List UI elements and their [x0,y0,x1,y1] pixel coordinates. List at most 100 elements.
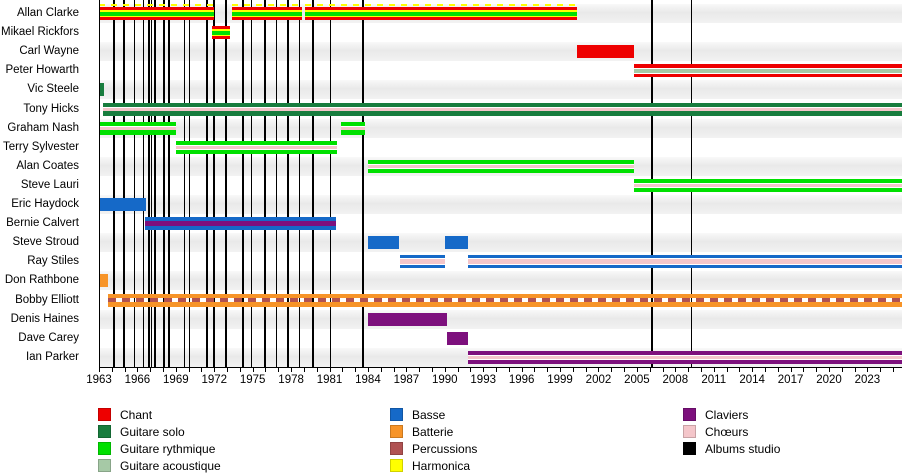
album-line [242,0,245,367]
bar-stripe-claviers [468,350,902,356]
bar-stripe-white [176,145,338,146]
bar-stripe-percussions_dash [107,298,902,303]
bar-stripe-white [99,129,177,131]
legend-item-rythmique: Guitare rythmique [98,442,298,456]
bar-stripe-white [468,264,902,266]
bar-stripe-white [399,264,445,266]
legend-swatch-acoustique [98,459,111,472]
bar-stripe-harmonica [232,10,302,12]
bar-stripe-white [176,148,338,150]
x-axis-tick [393,367,395,372]
x-axis-tick [367,367,369,372]
timeline-bar [176,140,338,154]
bar-stripe-rythmique [176,149,338,154]
timeline-bar [445,236,469,250]
x-axis-tick [175,367,177,372]
bar-stripe-white [102,106,902,108]
x-axis-tick-label: 1999 [547,373,573,386]
x-axis-tick [688,367,690,372]
bar-stripe-white [399,258,445,260]
legend-swatch-percussions [390,442,403,455]
bar-stripe-rythmique [176,140,338,145]
bar-stripe-white [634,186,902,188]
x-axis-tick-label: 1993 [470,373,496,386]
bar-stripe-acoustique [633,68,902,73]
x-axis-tick-label: 1996 [508,373,535,386]
timeline-bar [99,7,215,21]
legend-swatch-basse [390,408,403,421]
bar-stripe-basse [99,198,146,212]
bar-stripe-choeurs [341,126,365,130]
x-axis-tick [829,367,830,372]
album-line [188,0,191,367]
timeline-bar [107,293,902,307]
timeline-bar [341,121,365,135]
x-axis-tick [99,367,100,372]
bar-stripe-white [634,183,902,184]
timeline-bar [145,217,336,231]
bar-stripe-white [633,67,902,69]
album-line [150,0,153,367]
x-axis-tick [316,367,318,372]
bar-stripe-rythmique [232,11,302,16]
x-axis-tick-label: 2002 [585,373,612,386]
bar-stripe-claviers [447,331,469,345]
bar-stripe-white [99,125,177,127]
legend-swatch-harmonica [390,459,403,472]
bar-stripe-basse [468,265,902,269]
member-row-label: Denis Haines [10,312,79,325]
bar-stripe-chant [305,17,577,21]
bar-stripe-chant [232,17,302,21]
bar-stripe-chant [212,26,231,30]
harmonica-dash-stripe [305,4,577,7]
x-axis-tick [124,367,126,372]
legend-item-chant: Chant [98,408,298,422]
x-axis-tick [777,367,779,372]
legend-label: Chant [120,408,153,422]
x-axis-tick [790,367,792,372]
x-axis-tick [278,367,280,372]
harmonica-dash-stripe [232,4,302,7]
member-row-label: Vic Steele [27,83,79,96]
x-axis-tick [227,367,229,372]
x-axis-tick [560,367,562,372]
legend-item-choeurs: Chœurs [683,425,883,439]
plot-left-border [99,0,101,367]
x-axis-tick-label: 2005 [624,373,650,386]
x-axis-tick-label: 2011 [701,373,727,386]
bar-stripe-claviers [145,221,336,227]
bar-stripe-batterie [99,274,108,288]
x-axis-tick [816,367,818,372]
x-axis-tick [444,367,446,372]
row-background [99,271,902,291]
album-line [183,0,186,367]
legend-label: Harmonica [412,459,471,473]
legend-swatch-albums [683,442,696,455]
timeline-bar [447,331,469,345]
x-axis-tick-label: 2020 [816,373,842,386]
bar-stripe-white [468,358,902,360]
row-background [99,118,902,138]
legend-item-basse: Basse [390,408,590,422]
bar-stripe-white [468,258,902,260]
member-row-label: Bobby Elliott [15,293,79,306]
legend-swatch-solo [98,425,111,438]
x-axis-tick-label: 1969 [163,373,189,386]
album-line [123,0,125,367]
member-row-label: Bernie Calvert [6,217,79,230]
album-line [287,0,289,367]
bar-stripe-choeurs [468,259,902,265]
member-row-label: Don Rathbone [4,274,79,287]
member-row-label: Carl Wayne [19,45,79,58]
album-line [275,0,278,367]
x-axis-tick [534,367,536,372]
bar-stripe-basse [145,217,336,222]
album-line [312,0,314,367]
legend-swatch-rythmique [98,442,111,455]
album-line [250,0,253,367]
x-axis-tick-label: 2014 [739,373,765,386]
x-axis-tick [470,367,472,372]
timeline-bar [99,274,108,288]
x-axis-tick [163,367,165,372]
